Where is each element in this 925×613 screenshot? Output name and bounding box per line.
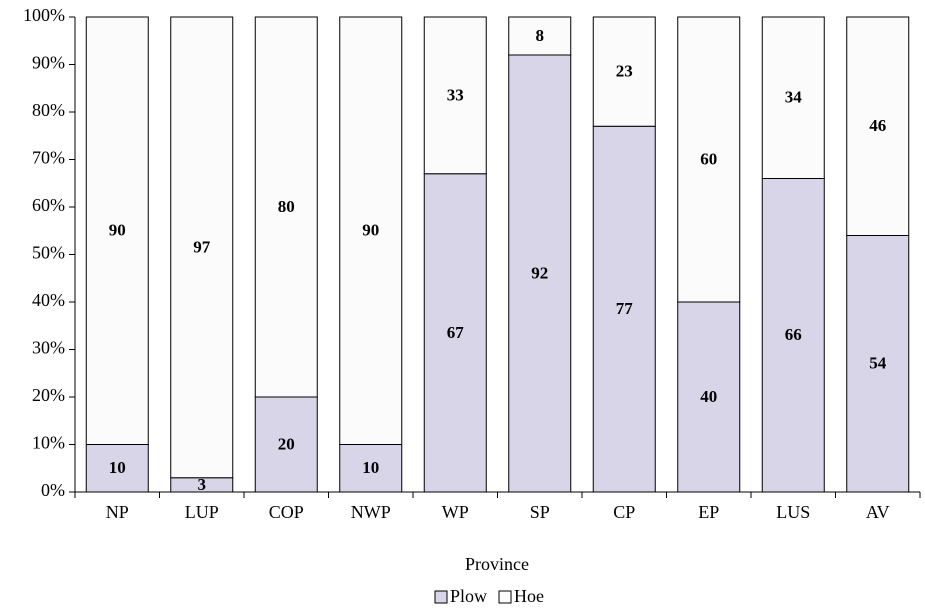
legend-swatch (498, 590, 512, 604)
bar-segment (592, 125, 656, 493)
bar-segment (170, 16, 234, 479)
data-label: 66 (785, 325, 802, 344)
bar-segment (846, 16, 910, 236)
bar-segment (339, 444, 403, 493)
data-label: 60 (700, 149, 717, 168)
data-label: 92 (531, 263, 548, 282)
x-tick-label: LUP (185, 502, 219, 522)
data-label: 97 (193, 237, 211, 256)
legend-label: Plow (450, 586, 487, 606)
x-tick-label: SP (530, 502, 550, 522)
bar-segment (85, 444, 149, 493)
bar-segment (761, 178, 825, 493)
data-label: 23 (616, 62, 633, 81)
y-tick-label: 80% (32, 100, 65, 120)
data-label: 10 (362, 458, 379, 477)
data-label: 54 (869, 354, 887, 373)
y-tick-label: 0% (41, 480, 65, 500)
x-axis-title: Province (465, 554, 529, 574)
y-tick-label: 60% (32, 195, 65, 215)
data-label: 77 (616, 299, 634, 318)
y-tick-label: 100% (23, 5, 65, 25)
bar-segment (423, 173, 487, 493)
y-tick-label: 20% (32, 385, 65, 405)
legend-swatch (434, 590, 448, 604)
y-tick-label: 10% (32, 433, 65, 453)
bar-segment (85, 16, 149, 445)
y-tick-label: 90% (32, 53, 65, 73)
data-label: 80 (278, 197, 295, 216)
y-tick-label: 40% (32, 290, 65, 310)
bar-segment (761, 16, 825, 179)
x-tick-label: EP (698, 502, 719, 522)
data-label: 20 (278, 434, 295, 453)
bar-segment (339, 16, 403, 445)
x-tick-label: NWP (351, 502, 391, 522)
bar-segment (423, 16, 487, 175)
y-tick-label: 50% (32, 243, 65, 263)
data-label: 33 (447, 85, 464, 104)
bar-segment (592, 16, 656, 127)
legend-label: Hoe (514, 586, 544, 606)
data-label: 90 (362, 221, 379, 240)
x-tick-label: COP (269, 502, 304, 522)
data-label: 90 (109, 221, 126, 240)
bar-segment (846, 235, 910, 493)
bar-segment (677, 16, 741, 303)
x-tick-label: LUS (776, 502, 810, 522)
bar-segment (508, 16, 572, 56)
y-tick-label: 30% (32, 338, 65, 358)
x-tick-label: WP (442, 502, 469, 522)
data-label: 3 (198, 475, 207, 494)
y-tick-label: 70% (32, 148, 65, 168)
x-tick-label: AV (866, 502, 890, 522)
data-label: 46 (869, 116, 886, 135)
data-label: 8 (536, 26, 545, 45)
bar-segment (254, 16, 318, 398)
data-label: 40 (700, 387, 717, 406)
data-label: 67 (447, 323, 465, 342)
data-label: 34 (785, 88, 803, 107)
x-tick-label: NP (106, 502, 129, 522)
data-label: 10 (109, 458, 126, 477)
x-tick-label: CP (613, 502, 635, 522)
bar-segment (254, 396, 318, 493)
